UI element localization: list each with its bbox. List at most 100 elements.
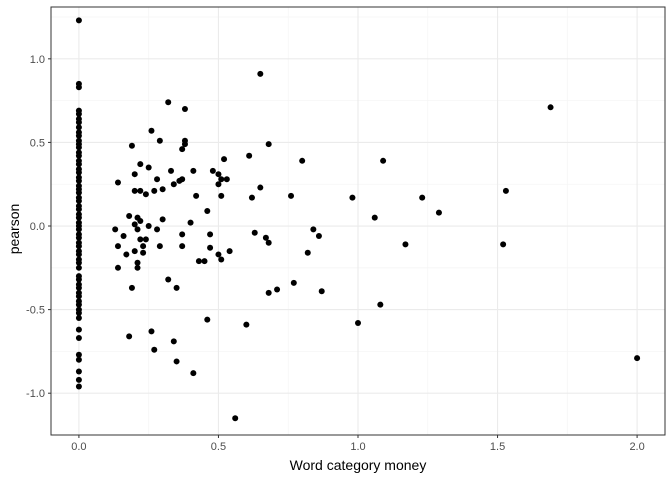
data-point	[75, 226, 82, 233]
data-point	[114, 264, 121, 271]
data-point	[190, 167, 197, 174]
data-point	[195, 258, 202, 265]
data-point	[377, 301, 384, 308]
data-point	[75, 161, 82, 168]
axis-tick-labels: 0.0 0.5 1.0 1.5 2.0 -1.0 -0.5 0.0 0.5 1.0	[26, 54, 645, 453]
data-point	[246, 152, 253, 159]
data-point	[204, 207, 211, 214]
data-point	[159, 186, 166, 193]
data-point	[128, 142, 135, 149]
data-point	[170, 181, 177, 188]
data-point	[201, 258, 208, 265]
data-point	[215, 251, 222, 258]
data-point	[179, 243, 186, 250]
data-point	[142, 191, 149, 198]
data-point	[75, 314, 82, 321]
grid-lines	[51, 7, 665, 435]
data-point	[265, 141, 272, 148]
data-point	[251, 229, 258, 236]
data-point	[173, 358, 180, 365]
data-point	[402, 241, 409, 248]
data-point	[131, 221, 138, 228]
data-point	[137, 218, 144, 224]
x-tick-label: 1.5	[490, 441, 505, 453]
data-point	[243, 321, 250, 328]
data-point	[288, 192, 295, 199]
data-point	[232, 415, 239, 422]
data-point	[500, 241, 507, 248]
data-point	[131, 171, 138, 178]
data-point	[75, 111, 82, 117]
data-point	[128, 284, 135, 291]
data-point	[75, 376, 82, 383]
data-point	[547, 104, 554, 111]
data-point	[75, 356, 82, 363]
data-point	[140, 249, 147, 256]
data-point	[131, 187, 138, 194]
data-point	[123, 251, 130, 258]
data-point	[257, 70, 264, 77]
data-point	[134, 264, 141, 271]
y-tick-label: 0.5	[30, 137, 45, 149]
data-point	[75, 206, 82, 213]
data-point	[257, 184, 264, 191]
data-point	[170, 338, 177, 345]
data-point	[151, 346, 158, 353]
data-point	[145, 223, 152, 230]
data-point	[120, 233, 127, 240]
data-point	[265, 289, 272, 296]
data-point	[75, 309, 82, 316]
data-point	[190, 370, 197, 377]
data-point	[75, 383, 82, 390]
data-point	[419, 194, 426, 201]
data-point	[226, 248, 233, 255]
data-point	[159, 216, 166, 223]
data-point	[207, 231, 214, 238]
data-point	[304, 249, 311, 256]
y-tick-label: -0.5	[26, 305, 45, 317]
data-point	[156, 243, 163, 250]
data-point	[380, 157, 387, 164]
data-point	[75, 284, 82, 291]
data-point	[114, 243, 121, 250]
y-axis-title: pearson	[6, 204, 22, 255]
x-tick-label: 2.0	[629, 441, 644, 453]
data-point	[209, 167, 216, 174]
data-point	[156, 137, 163, 144]
y-tick-label: -1.0	[26, 388, 45, 400]
data-point	[502, 187, 509, 194]
data-point	[290, 279, 297, 286]
data-point	[75, 189, 82, 196]
data-point	[318, 288, 325, 295]
data-point	[75, 351, 82, 358]
data-point	[75, 119, 82, 126]
data-points	[75, 17, 641, 422]
data-point	[145, 164, 152, 171]
data-point	[349, 194, 356, 201]
data-point	[126, 212, 133, 219]
data-point	[181, 141, 188, 148]
x-axis-title: Word category money	[290, 457, 427, 473]
data-point	[179, 231, 186, 238]
data-point	[75, 326, 82, 333]
axis-ticks	[48, 58, 638, 438]
data-point	[634, 355, 641, 362]
x-tick-label: 1.0	[350, 441, 365, 453]
data-point	[75, 177, 82, 184]
data-point	[274, 286, 281, 293]
data-point	[315, 233, 322, 240]
data-point	[75, 259, 82, 266]
y-tick-label: 0.0	[30, 221, 45, 233]
data-point	[151, 187, 158, 194]
data-point	[204, 316, 211, 323]
data-point	[179, 146, 186, 153]
data-point	[75, 301, 82, 308]
data-point	[215, 181, 222, 188]
data-point	[154, 226, 161, 233]
data-point	[75, 276, 82, 283]
data-point	[299, 157, 306, 164]
data-point	[75, 214, 82, 221]
x-tick-label: 0.5	[211, 441, 226, 453]
data-point	[310, 226, 317, 233]
